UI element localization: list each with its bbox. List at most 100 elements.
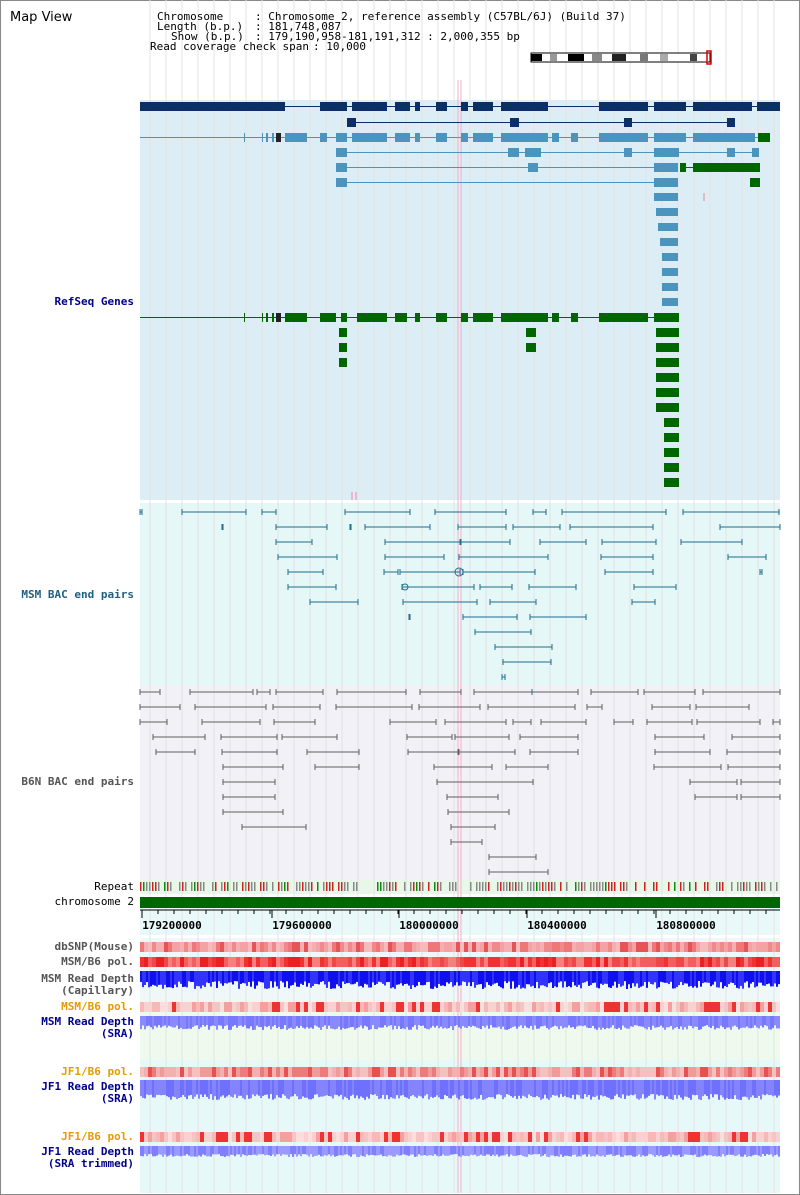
depth-bar <box>472 1016 474 1026</box>
heat-cell <box>536 1002 540 1012</box>
heat-cell <box>456 1002 460 1012</box>
refseq-gene-track[interactable] <box>140 102 780 500</box>
depth-bar <box>738 1146 740 1155</box>
depth-bar <box>632 1016 634 1027</box>
heat-cell <box>244 957 248 967</box>
heat-cell <box>176 1002 180 1012</box>
repeat-feature <box>776 882 778 891</box>
label-b6n-bac[interactable]: B6N BAC end pairs <box>21 775 134 788</box>
depth-bar <box>658 1016 660 1027</box>
heat-cell <box>452 1067 456 1077</box>
heat-cell <box>476 1002 480 1012</box>
depth-bar <box>432 1016 434 1026</box>
depth-bar <box>538 1016 540 1029</box>
heat-cell <box>640 1002 644 1012</box>
depth-bar <box>636 1080 638 1099</box>
depth-bar <box>426 1146 428 1156</box>
depth-bar <box>288 1080 290 1100</box>
depth-bar <box>454 1016 456 1026</box>
depth-bar <box>312 1016 314 1029</box>
depth-bar <box>732 971 734 983</box>
label-msm-bac[interactable]: MSM BAC end pairs <box>21 588 134 601</box>
heat-cell <box>420 957 424 967</box>
heat-cell <box>696 942 700 952</box>
depth-bar <box>564 971 566 982</box>
heat-cell <box>540 942 544 952</box>
depth-bar <box>390 1016 392 1026</box>
heat-cell <box>292 957 296 967</box>
gene-exon <box>664 478 679 487</box>
depth-bar <box>422 1146 424 1156</box>
repeat-feature <box>731 882 733 891</box>
depth-bar <box>690 1146 692 1155</box>
depth-bar <box>310 971 312 988</box>
ideogram-band <box>690 54 697 61</box>
depth-bar <box>488 1146 490 1155</box>
heat-cell <box>708 942 712 952</box>
heat-cell <box>324 1132 328 1142</box>
depth-bar <box>354 1016 356 1030</box>
heat-cell <box>280 942 284 952</box>
depth-bar <box>420 971 422 986</box>
heat-cell <box>168 1002 172 1012</box>
gene-exon <box>320 133 327 142</box>
depth-bar <box>382 1080 384 1095</box>
depth-bar <box>416 971 418 986</box>
depth-bar <box>760 1146 762 1157</box>
heat-cell <box>408 1002 412 1012</box>
heat-cell <box>644 1132 648 1142</box>
heat-cell <box>564 1132 568 1142</box>
b6n-bac-track[interactable] <box>139 689 781 875</box>
gene-exon <box>662 283 678 291</box>
gene-exon <box>461 102 468 111</box>
heat-cell <box>160 1002 164 1012</box>
depth-bar <box>408 1016 410 1030</box>
heat-cell <box>220 1067 224 1077</box>
depth-bar <box>494 1146 496 1157</box>
depth-bar <box>514 1080 516 1097</box>
heat-cell <box>728 942 732 952</box>
depth-bar <box>522 971 524 988</box>
label-refseq-genes[interactable]: RefSeq Genes <box>54 295 134 308</box>
depth-bar <box>464 1016 466 1028</box>
heat-cell <box>500 942 504 952</box>
heat-cell <box>348 1132 352 1142</box>
heat-cell <box>684 942 688 952</box>
repeat-feature <box>521 882 523 891</box>
heat-cell <box>608 1067 612 1077</box>
heat-cell <box>652 942 656 952</box>
heat-cell <box>520 942 524 952</box>
depth-bar <box>536 1146 538 1155</box>
gene-exon <box>656 343 679 352</box>
axis-tick-label: 179200000 <box>142 919 202 932</box>
heat-cell <box>688 1067 692 1077</box>
heat-cell <box>432 1002 436 1012</box>
heat-cell <box>420 1002 424 1012</box>
depth-bar <box>438 1080 440 1098</box>
depth-bar <box>422 1016 424 1026</box>
heat-cell <box>280 1067 284 1077</box>
depth-bar <box>170 1016 172 1027</box>
depth-bar <box>476 1146 478 1157</box>
heat-cell <box>256 1132 260 1142</box>
heat-cell <box>240 1002 244 1012</box>
repeat-feature <box>185 882 187 891</box>
gene-exon <box>752 148 759 157</box>
depth-bar <box>684 1080 686 1097</box>
heat-cell <box>356 957 360 967</box>
heat-cell <box>776 957 780 967</box>
depth-bar <box>506 971 508 984</box>
info-coverage-key: Read coverage check span <box>150 40 309 53</box>
depth-bar <box>182 1146 184 1156</box>
heat-cell <box>532 1002 536 1012</box>
gene-exon <box>757 102 780 111</box>
heat-cell <box>752 1002 756 1012</box>
depth-bar <box>524 971 526 989</box>
depth-bar <box>600 1080 602 1096</box>
depth-bar <box>174 1016 176 1028</box>
msm-bac-track[interactable] <box>139 509 781 695</box>
depth-bar <box>536 971 538 982</box>
heat-cell <box>612 1067 616 1077</box>
depth-bar <box>364 971 366 984</box>
chromosome-ideogram[interactable] <box>530 50 712 65</box>
